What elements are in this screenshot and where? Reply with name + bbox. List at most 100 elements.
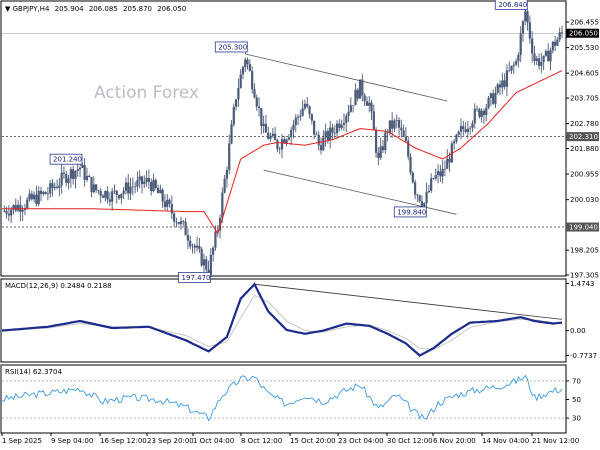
candle-body <box>189 240 192 247</box>
x-tick-label: 23 Sep 20:00 <box>147 437 194 445</box>
candle-body <box>363 95 366 102</box>
candle-body <box>49 183 52 194</box>
candle-body <box>340 124 343 128</box>
candle-body <box>19 204 22 212</box>
candle-body <box>260 108 263 127</box>
candle-body <box>122 190 125 194</box>
price-y-tick-label: 198.205 <box>570 247 599 255</box>
candle-body <box>416 194 419 196</box>
rsi-y-axis: 70 50 30 <box>566 377 581 423</box>
candle-body <box>104 191 107 198</box>
price-y-axis: 206.455 205.530 204.605 203.705 202.780 201.8… <box>566 19 599 280</box>
candle-body <box>175 221 178 223</box>
rsi-panel-frame <box>0 364 567 434</box>
price-y-tick-label: 205.530 <box>570 44 599 52</box>
candle-body <box>556 39 559 46</box>
candle-body <box>159 189 162 194</box>
candle-body <box>432 178 435 179</box>
candle-body <box>496 84 499 93</box>
candle-body <box>338 123 341 128</box>
x-tick-label: 1 Sep 2025 <box>2 437 42 445</box>
candle-body <box>469 127 472 129</box>
candle-body <box>308 106 311 115</box>
candle-body <box>154 179 157 188</box>
candle-body <box>510 65 513 71</box>
candle-body <box>290 129 293 138</box>
candle-body <box>72 169 75 179</box>
annotation-box <box>393 206 427 218</box>
annotation-label: 205.300 <box>218 43 247 51</box>
price-annotations: 206.840 205.300 201.240 197.470 199.840 <box>49 0 528 283</box>
candle-body <box>299 115 302 117</box>
candle-body <box>216 230 219 232</box>
candle-body <box>44 192 47 195</box>
candle-body <box>16 204 20 211</box>
current-price-tag <box>566 28 599 38</box>
candle-body <box>335 123 339 134</box>
candle-body <box>134 186 137 188</box>
candle-body <box>166 199 169 207</box>
candle-body <box>85 175 89 180</box>
ohlc-close: 206.050 <box>157 5 186 13</box>
candle-body <box>138 176 141 181</box>
candle-body <box>439 171 442 177</box>
candle-body <box>205 259 208 270</box>
price-title: ▼ GBPJPY,H4 205.904 206.085 205.870 206.… <box>5 5 186 13</box>
candle-body <box>397 119 401 128</box>
candle-body <box>368 102 371 106</box>
candle-body <box>58 185 61 188</box>
candle-body <box>512 64 515 66</box>
x-tick-label: 14 Nov 04:00 <box>482 437 529 445</box>
candle-body <box>108 199 111 202</box>
candle-body <box>388 120 391 133</box>
macd-y-tick-label: 0.00 <box>570 327 586 335</box>
candle-body <box>287 137 290 140</box>
candle-body <box>193 245 196 248</box>
candle-body <box>239 74 242 89</box>
candle-body <box>466 128 470 133</box>
candle-body <box>427 190 430 192</box>
candle-body <box>400 127 403 131</box>
rsi-y-tick-label: 70 <box>572 377 581 385</box>
candle-body <box>455 134 458 142</box>
candle-body <box>372 111 375 131</box>
candle-body <box>457 131 460 135</box>
candle-body <box>384 132 387 151</box>
candle-body <box>540 62 543 66</box>
candle-body <box>202 259 206 266</box>
price-y-tick-label: 201.880 <box>570 145 599 153</box>
candle-body <box>379 146 382 158</box>
candle-body <box>218 217 222 231</box>
candle-body <box>241 66 245 75</box>
candle-body <box>131 186 134 188</box>
candle-body <box>459 126 463 132</box>
level-label: 199.040 <box>569 224 598 232</box>
candle-body <box>99 190 102 196</box>
candle-body <box>262 123 265 127</box>
candle-body <box>528 22 531 39</box>
candle-body <box>113 190 116 192</box>
candle-body <box>163 201 167 207</box>
candle-body <box>120 193 123 199</box>
candle-body <box>436 171 440 175</box>
level-tag <box>566 222 599 232</box>
candle-body <box>214 231 217 248</box>
candle-body <box>92 184 95 193</box>
candle-body <box>248 63 251 71</box>
candle-body <box>251 70 254 90</box>
candle-body <box>464 129 467 133</box>
candle-body <box>74 170 77 179</box>
candle-body <box>524 11 527 22</box>
ohlc-open: 205.904 <box>55 5 84 13</box>
candle-body <box>285 139 288 144</box>
candle-body <box>237 88 240 100</box>
annotation-box <box>214 41 248 53</box>
candle-body <box>223 178 226 193</box>
candle-body <box>221 192 224 218</box>
candle-body <box>443 168 447 170</box>
candle-body <box>278 149 281 150</box>
candle-body <box>3 210 6 212</box>
candle-body <box>551 41 554 51</box>
candle-body <box>170 204 173 214</box>
candle-body <box>83 164 86 180</box>
